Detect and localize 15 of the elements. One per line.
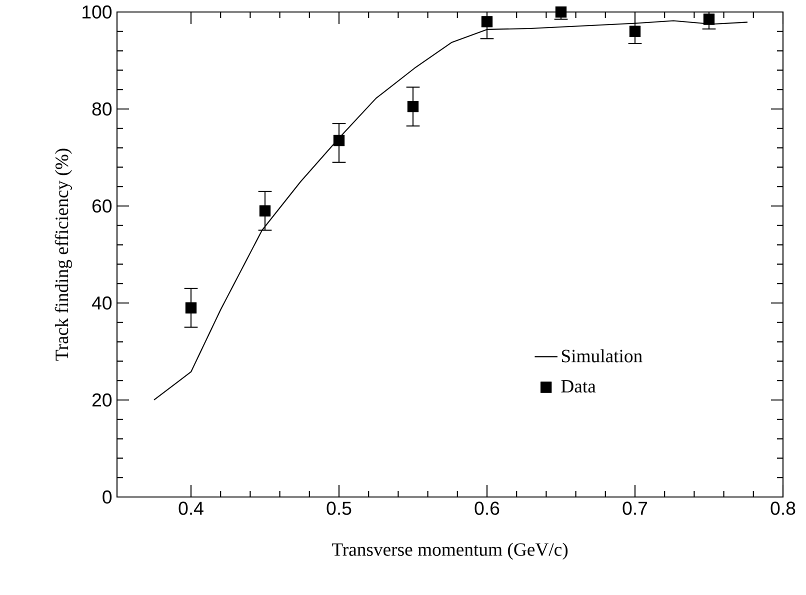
legend-label: Simulation [562,349,642,362]
x-tick-label: 0.6 [474,502,500,515]
x-tick-label: 0.7 [622,502,648,515]
y-axis-title: Track finding efficiency (%) [54,148,72,361]
x-axis-title: Transverse momentum (GeV/c) [332,542,568,560]
y-tick-label: 20 [92,393,112,407]
y-tick-label: 40 [92,296,112,310]
legend-label: Data [561,380,596,393]
x-tick-label: 0.4 [178,502,204,515]
x-tick-label: 0.5 [326,502,352,515]
y-tick-label: 0 [102,490,112,504]
y-tick-label: 100 [82,5,112,19]
x-tick-label: 0.8 [770,502,796,515]
y-tick-label: 80 [92,102,112,116]
y-tick-label: 60 [92,199,112,213]
